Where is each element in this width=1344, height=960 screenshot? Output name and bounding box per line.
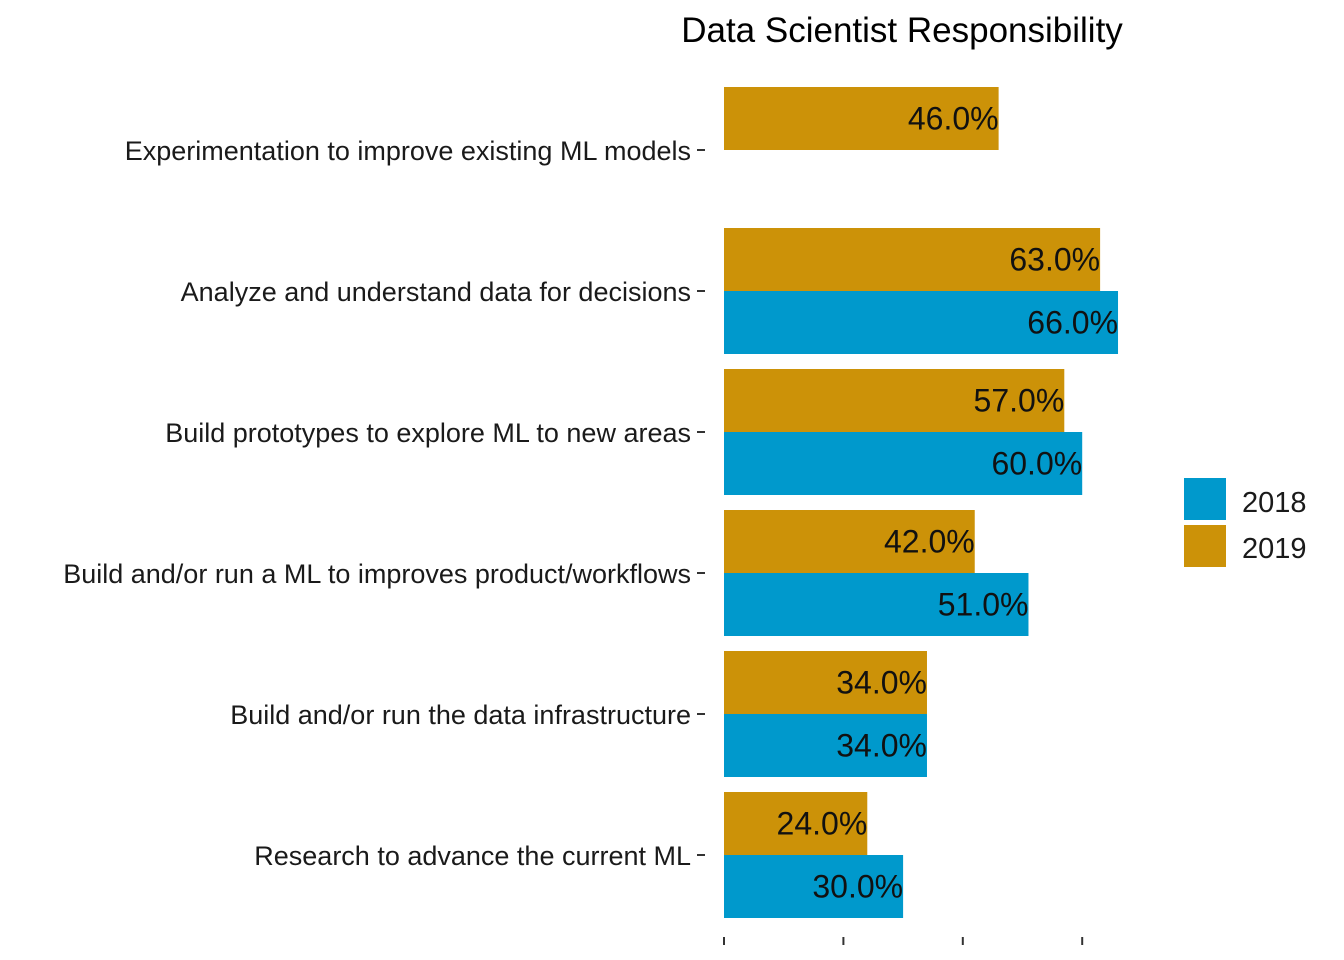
- bar-2018: [724, 432, 1083, 495]
- bar-2019: [724, 651, 927, 714]
- category-axis: Experimentation to improve existing ML m…: [63, 136, 705, 871]
- bar-value-label: 34.0%: [836, 665, 927, 701]
- bar-2019: [724, 228, 1101, 291]
- category-label: Build and/or run the data infrastructure: [230, 700, 691, 730]
- bar-value-label: 34.0%: [836, 728, 927, 764]
- bar-2018: [724, 291, 1119, 354]
- legend-swatch-2019: [1184, 525, 1226, 567]
- bar-value-label: 51.0%: [938, 587, 1029, 623]
- bar-value-label: 30.0%: [812, 869, 903, 905]
- bar-2019: [724, 510, 975, 573]
- bar-2018: [724, 714, 927, 777]
- x-axis-ticks: [723, 937, 1084, 945]
- category-label: Research to advance the current ML: [254, 841, 691, 871]
- bar-value-label: 60.0%: [991, 446, 1082, 482]
- bar-2018: [724, 573, 1029, 636]
- bar-2019: [724, 792, 868, 855]
- bar-value-label: 24.0%: [777, 806, 868, 842]
- bar-2019: [724, 87, 999, 150]
- category-label: Analyze and understand data for decision…: [181, 277, 691, 307]
- chart-title: Data Scientist Responsibility: [681, 11, 1123, 50]
- bar-value-label: 63.0%: [1009, 242, 1100, 278]
- category-label: Build and/or run a ML to improves produc…: [63, 559, 691, 589]
- legend-label-2018: 2018: [1242, 487, 1307, 519]
- bars-group: 46.0% 66.0% 63.0% 60.0% 57.0% 51.0% 42.0% 34.0%…: [724, 87, 1119, 918]
- bar-value-label: 57.0%: [974, 383, 1065, 419]
- bar-2019: [724, 369, 1065, 432]
- category-label: Build prototypes to explore ML to new ar…: [165, 418, 691, 448]
- category-label: Experimentation to improve existing ML m…: [125, 136, 691, 166]
- legend-label-2019: 2019: [1242, 533, 1307, 565]
- bar-2018: [724, 855, 904, 918]
- bar-value-label: 42.0%: [884, 524, 975, 560]
- legend: 2018 2019: [1184, 478, 1307, 567]
- bar-value-label: 46.0%: [908, 101, 999, 137]
- bar-value-label: 66.0%: [1027, 305, 1118, 341]
- legend-swatch-2018: [1184, 478, 1226, 520]
